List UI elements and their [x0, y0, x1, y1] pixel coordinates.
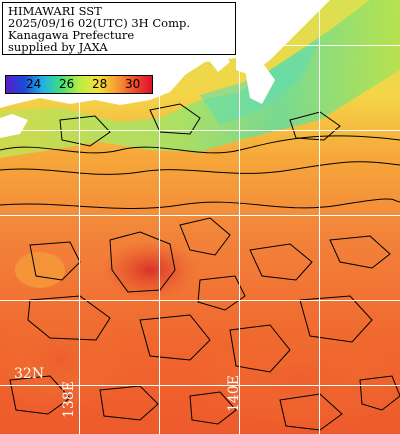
data-credit: supplied by JAXA: [8, 40, 108, 54]
colorbar-tick-28: 28: [92, 77, 108, 91]
cool-patch-west: [15, 252, 65, 288]
land-miura-peninsula: [245, 62, 275, 104]
info-box: HIMAWARI SST 2025/09/16 02(UTC) 3H Comp.…: [2, 2, 236, 55]
longitude-label-140e: 140E: [226, 375, 242, 412]
land-islet: [205, 50, 230, 72]
land-small-island: [0, 114, 28, 138]
product-title: HIMAWARI SST: [8, 4, 102, 18]
hot-spot-sea: [102, 240, 198, 300]
coastal-cool-water: [0, 0, 400, 158]
longitude-label-138e: 138E: [61, 381, 77, 418]
region-name: Kanagawa Prefecture: [8, 28, 135, 42]
colorbar-tick-26: 26: [59, 77, 75, 91]
land-kanagawa: [236, 0, 330, 75]
sst-contours: [0, 103, 400, 431]
warm-area-southwest: [0, 310, 130, 410]
colorbar-tick-30: 30: [125, 77, 141, 91]
colorbar-tick-24: 24: [26, 77, 42, 91]
latitude-label-32n: 32N: [14, 366, 45, 382]
temperature-colorbar: 24 26 28 30: [5, 75, 153, 94]
observation-time: 2025/09/16 02(UTC) 3H Comp.: [8, 16, 191, 30]
warm-area-south: [190, 330, 400, 430]
